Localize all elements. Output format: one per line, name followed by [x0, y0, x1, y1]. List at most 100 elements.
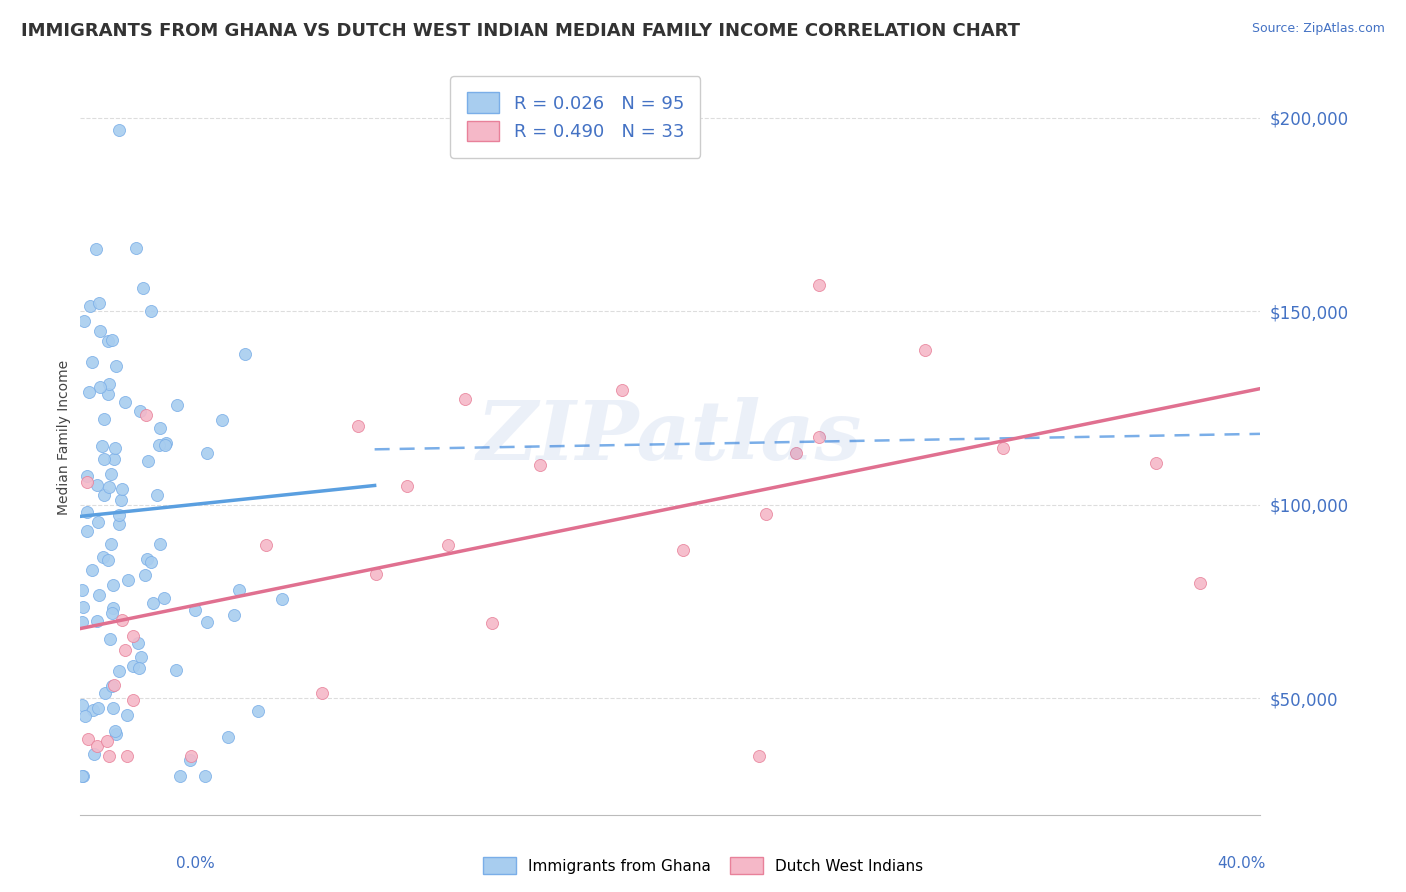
Point	[217, 731, 239, 745]
Point	[76, 475, 98, 489]
Point	[807, 430, 830, 444]
Point	[105, 359, 128, 373]
Point	[808, 278, 831, 293]
Point	[135, 409, 157, 423]
Point	[91, 550, 114, 565]
Point	[97, 387, 120, 401]
Point	[103, 452, 125, 467]
Point	[97, 334, 120, 348]
Point	[72, 583, 94, 598]
Point	[73, 314, 96, 328]
Point	[529, 458, 551, 472]
Point	[246, 704, 269, 718]
Point	[347, 419, 370, 434]
Point	[115, 707, 138, 722]
Legend: Immigrants from Ghana, Dutch West Indians: Immigrants from Ghana, Dutch West Indian…	[477, 851, 929, 880]
Point	[136, 454, 159, 468]
Point	[86, 515, 108, 529]
Point	[165, 663, 187, 677]
Point	[77, 384, 100, 399]
Point	[79, 299, 101, 313]
Point	[481, 615, 503, 630]
Point	[233, 347, 256, 361]
Point	[122, 659, 145, 673]
Point	[108, 517, 131, 532]
Point	[89, 380, 111, 394]
Point	[98, 632, 121, 646]
Point	[72, 769, 94, 783]
Point	[114, 395, 136, 409]
Point	[100, 467, 122, 482]
Point	[105, 727, 128, 741]
Text: 40.0%: 40.0%	[1218, 856, 1265, 871]
Point	[76, 524, 98, 539]
Point	[73, 709, 96, 723]
Point	[271, 592, 294, 607]
Point	[914, 343, 936, 358]
Point	[94, 686, 117, 700]
Point	[82, 703, 104, 717]
Point	[184, 603, 207, 617]
Point	[72, 615, 94, 630]
Text: 0.0%: 0.0%	[176, 856, 215, 871]
Point	[104, 441, 127, 455]
Point	[103, 678, 125, 692]
Point	[127, 636, 149, 650]
Point	[211, 413, 233, 427]
Point	[115, 749, 138, 764]
Point	[141, 555, 163, 569]
Point	[169, 769, 191, 783]
Point	[129, 404, 152, 418]
Point	[82, 354, 104, 368]
Point	[748, 749, 770, 764]
Point	[122, 692, 145, 706]
Point	[153, 591, 176, 606]
Point	[76, 505, 98, 519]
Point	[80, 563, 103, 577]
Point	[101, 680, 124, 694]
Point	[100, 537, 122, 551]
Point	[97, 749, 120, 764]
Text: IMMIGRANTS FROM GHANA VS DUTCH WEST INDIAN MEDIAN FAMILY INCOME CORRELATION CHAR: IMMIGRANTS FROM GHANA VS DUTCH WEST INDI…	[21, 22, 1021, 40]
Point	[117, 573, 139, 587]
Point	[86, 478, 108, 492]
Text: Source: ZipAtlas.com: Source: ZipAtlas.com	[1251, 22, 1385, 36]
Point	[122, 629, 145, 643]
Point	[785, 446, 807, 460]
Point	[86, 615, 108, 629]
Point	[136, 552, 159, 566]
Point	[87, 701, 110, 715]
Point	[84, 242, 107, 256]
Point	[195, 446, 218, 460]
Point	[76, 732, 98, 747]
Point	[1188, 575, 1211, 590]
Point	[83, 747, 105, 761]
Y-axis label: Median Family Income: Median Family Income	[58, 359, 72, 515]
Point	[98, 377, 121, 392]
Point	[89, 296, 111, 310]
Point	[222, 607, 245, 622]
Point	[610, 383, 633, 397]
Point	[128, 661, 150, 675]
Point	[101, 701, 124, 715]
Point	[148, 438, 170, 452]
Point	[108, 123, 131, 137]
Point	[110, 492, 132, 507]
Point	[89, 324, 111, 338]
Point	[148, 420, 170, 434]
Point	[125, 241, 148, 255]
Point	[104, 723, 127, 738]
Point	[149, 537, 172, 551]
Point	[103, 578, 125, 592]
Point	[364, 566, 387, 581]
Text: ZIPatlas: ZIPatlas	[477, 397, 862, 477]
Point	[134, 568, 156, 582]
Point	[111, 482, 134, 496]
Point	[72, 769, 94, 783]
Legend: R = 0.026   N = 95, R = 0.490   N = 33: R = 0.026 N = 95, R = 0.490 N = 33	[450, 76, 700, 158]
Point	[97, 552, 120, 566]
Point	[76, 468, 98, 483]
Point	[991, 441, 1014, 455]
Point	[437, 538, 460, 552]
Point	[72, 599, 94, 614]
